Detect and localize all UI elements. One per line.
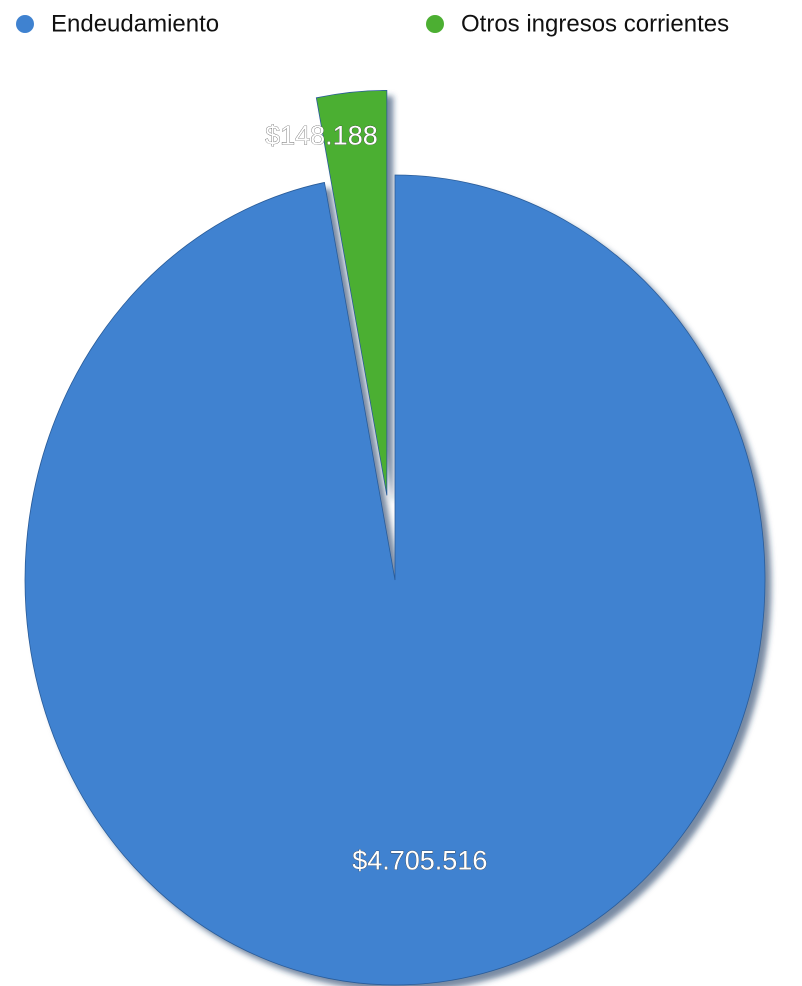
pie-slice bbox=[24, 174, 766, 986]
legend-label: Otros ingresos corrientes bbox=[461, 10, 729, 37]
legend-marker bbox=[426, 15, 444, 33]
pie-slice bbox=[315, 89, 388, 496]
legend-label: Endeudamiento bbox=[51, 10, 219, 37]
legend-marker bbox=[16, 15, 34, 33]
legend: Endeudamiento Otros ingresos corrientes bbox=[16, 10, 729, 37]
pie bbox=[24, 89, 766, 986]
labels: $4.705.516 $148.188 bbox=[265, 120, 488, 876]
data-label: $4.705.516 bbox=[352, 845, 487, 875]
data-label: $148.188 bbox=[265, 120, 378, 150]
